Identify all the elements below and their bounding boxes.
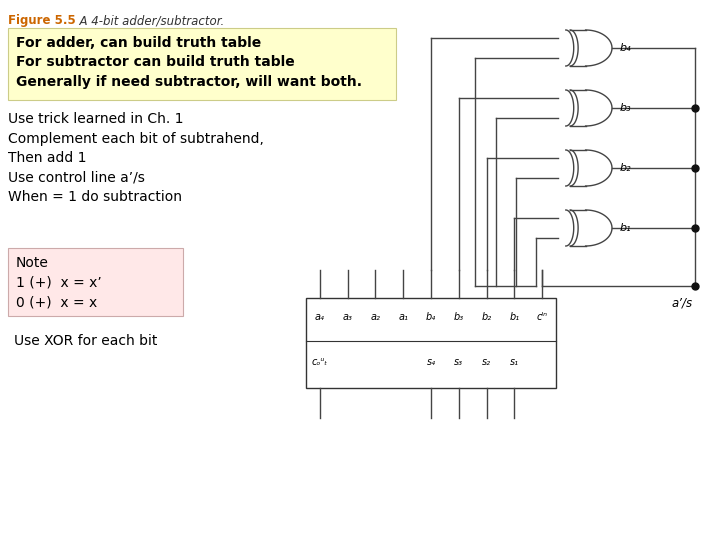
Text: Use trick learned in Ch. 1
Complement each bit of subtrahend,
Then add 1
Use con: Use trick learned in Ch. 1 Complement ea…	[8, 112, 264, 204]
Bar	[8, 28, 396, 100]
Bar	[8, 248, 183, 316]
Text: s₂: s₂	[482, 357, 491, 367]
Text: A 4-bit adder/subtractor.: A 4-bit adder/subtractor.	[72, 14, 224, 27]
Text: a’/s: a’/s	[672, 296, 693, 309]
Text: 0 (+)  x = x: 0 (+) x = x	[16, 296, 97, 310]
Text: a₂: a₂	[371, 313, 380, 322]
Text: s₁: s₁	[510, 357, 519, 367]
Text: b₃: b₃	[454, 313, 464, 322]
Text: Use XOR for each bit: Use XOR for each bit	[14, 334, 158, 348]
Text: b₃: b₃	[620, 103, 631, 113]
Bar	[306, 298, 556, 388]
Text: Figure 5.5: Figure 5.5	[8, 14, 76, 27]
Text: cᴵⁿ: cᴵⁿ	[536, 313, 548, 322]
Text: a₁: a₁	[398, 313, 408, 322]
Text: b₄: b₄	[620, 43, 631, 53]
Text: b₄: b₄	[426, 313, 436, 322]
Text: a₃: a₃	[343, 313, 353, 322]
Text: b₂: b₂	[620, 163, 631, 173]
Text: Note: Note	[16, 256, 49, 270]
Text: 1 (+)  x = x’: 1 (+) x = x’	[16, 276, 102, 290]
Text: a₄: a₄	[315, 313, 325, 322]
Text: cₒᵘₜ: cₒᵘₜ	[312, 357, 328, 367]
Text: s₃: s₃	[454, 357, 463, 367]
Text: b₁: b₁	[620, 223, 631, 233]
Text: For adder, can build truth table
For subtractor can build truth table
Generally : For adder, can build truth table For sub…	[16, 36, 362, 89]
Text: b₁: b₁	[509, 313, 519, 322]
Text: s₄: s₄	[426, 357, 436, 367]
Text: b₂: b₂	[482, 313, 492, 322]
